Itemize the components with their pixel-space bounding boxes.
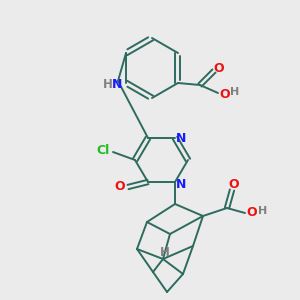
Text: Cl: Cl: [96, 145, 110, 158]
Text: O: O: [220, 88, 230, 100]
Text: H: H: [258, 206, 268, 216]
Text: O: O: [214, 62, 224, 76]
Text: H: H: [160, 245, 170, 259]
Text: O: O: [115, 181, 125, 194]
Text: O: O: [229, 178, 239, 190]
Text: O: O: [247, 206, 257, 220]
Text: H: H: [230, 87, 240, 97]
Text: N: N: [176, 178, 186, 191]
Text: N: N: [176, 131, 186, 145]
Text: N: N: [112, 79, 122, 92]
Text: H: H: [103, 79, 113, 92]
